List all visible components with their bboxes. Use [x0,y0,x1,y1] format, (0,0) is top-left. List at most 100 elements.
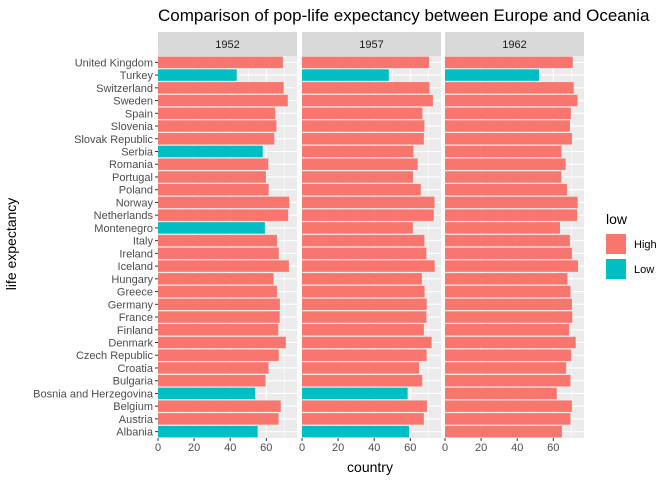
bar [445,158,566,170]
bar [158,234,277,247]
bar [302,56,430,69]
category-label: Slovenia [111,121,154,133]
bar [302,133,424,145]
legend-label: Low [634,264,654,276]
category-label: Greece [117,287,153,299]
category-label: Switzerland [96,83,153,95]
category-label: Poland [119,185,153,197]
bar [302,311,427,323]
bar [302,107,423,120]
bar [445,336,576,349]
bar [158,133,275,145]
bar [302,260,435,272]
bar [445,425,562,438]
bar [302,349,427,361]
category-label: Bulgaria [113,376,154,388]
bar [302,183,421,196]
bar [302,247,427,260]
category-label: Netherlands [94,210,154,222]
x-tick-label: 20 [475,442,487,454]
facet-strip [158,32,297,56]
facet-panels: 1952 0 20 40 60 1957 0 20 40 60 1962 0 20 40 60 [155,32,584,454]
x-tick-label: 20 [332,442,344,454]
bar [158,400,281,412]
bar [158,158,269,170]
category-label: Bosnia and Herzegovina [33,388,154,400]
category-label: Romania [109,159,154,171]
bar [445,222,560,234]
bar [302,222,413,234]
bar [445,273,568,285]
x-tick-label: 0 [299,442,305,454]
bar [302,196,435,209]
x-tick-label: 40 [368,442,380,454]
category-label: Montenegro [94,223,153,235]
bar [302,171,414,183]
category-label: France [119,312,153,324]
bar [158,298,280,311]
x-axis-title: country [347,459,393,475]
bar [158,94,288,107]
category-label: Germany [108,299,154,311]
x-tick-label: 60 [547,442,559,454]
bar [445,285,571,298]
bar [158,183,269,196]
bar [158,374,266,387]
bar [158,273,274,285]
bar [445,171,562,183]
bar [445,362,567,374]
bar [302,400,427,412]
bar [302,413,424,425]
bar [158,209,289,221]
bar [302,425,410,438]
x-tick-label: 60 [260,442,272,454]
bar [158,413,279,425]
bar [445,413,571,425]
category-label: Belgium [113,401,153,413]
category-label: Spain [125,108,153,120]
category-label: Turkey [120,70,154,82]
category-labels: United KingdomTurkeySwitzerlandSwedenSpa… [33,57,158,439]
category-label: United Kingdom [75,57,153,69]
bar [302,273,422,285]
x-tick-label: 60 [404,442,416,454]
bar [445,247,572,260]
bar [302,234,425,247]
bar [158,56,283,69]
bar [445,56,573,69]
bar [445,120,570,132]
x-tick-label: 40 [511,442,523,454]
bar [445,387,557,400]
bar [445,374,571,387]
facet-strip-label: 1957 [359,39,383,51]
bar [445,133,572,145]
y-axis-title: life expectancy [3,198,19,291]
x-tick-label: 0 [155,442,161,454]
bar [445,69,540,81]
bar [302,145,414,158]
panel-background [445,56,584,438]
category-label: Slovak Republic [74,134,153,146]
bar [445,107,571,120]
bar [445,82,574,94]
x-tick-label: 0 [442,442,448,454]
bar [158,324,279,336]
bar [302,374,423,387]
category-label: Iceland [118,261,153,273]
bar [302,69,389,81]
bar [445,234,570,247]
bar [158,82,284,94]
category-label: Croatia [118,363,154,375]
facet-strip [302,32,441,56]
category-label: Czech Republic [76,350,154,362]
category-label: Austria [119,414,154,426]
bar [158,387,256,400]
category-label: Finland [117,325,153,337]
bar [445,196,578,209]
x-tick-label: 40 [224,442,236,454]
panel-background [158,56,297,438]
bar [158,362,269,374]
bar [158,120,277,132]
bar [158,196,290,209]
bar [302,82,430,94]
